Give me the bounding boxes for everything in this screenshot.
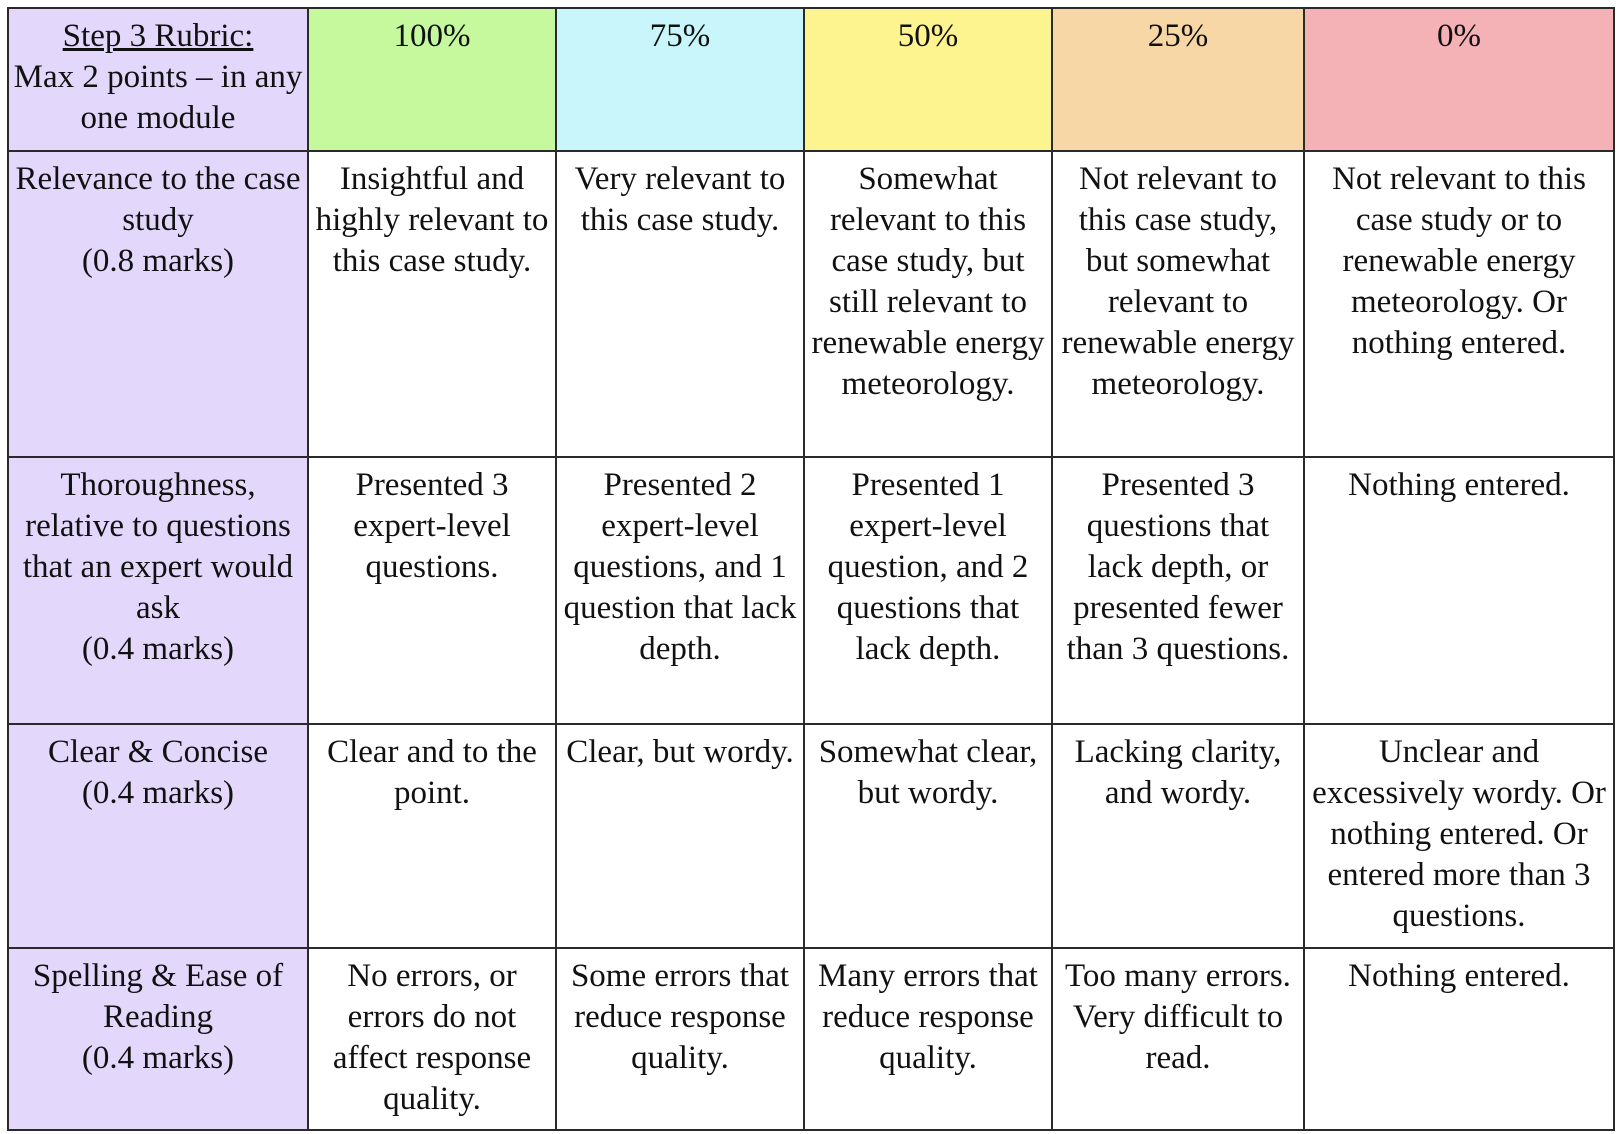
rubric-title-max-points: Max 2 points – in any one module [13,59,303,136]
criterion-marks: (0.4 marks) [81,1040,235,1076]
rubric-cell: Presented 3 questions that lack depth, o… [1051,456,1305,725]
criterion-marks: (0.8 marks) [81,243,235,279]
rubric-title-step: Step 3 Rubric: [62,18,254,54]
criterion-name: Relevance to the case study [15,161,301,238]
rubric-cell: Presented 3 expert-level questions. [307,456,557,725]
level-header-25: 25% [1051,7,1305,152]
rubric-cell: Insightful and highly relevant to this c… [307,150,557,458]
criterion-name: Thoroughness, relative to questions that… [22,467,294,626]
criterion-row-spelling: Spelling & Ease of Reading (0.4 marks) N… [7,947,1615,1131]
rubric-cell: Not relevant to this case study or to re… [1303,150,1615,458]
rubric-cell: Some errors that reduce response quality… [555,947,805,1131]
rubric-table: Step 3 Rubric: Max 2 points – in any one… [7,7,1615,1131]
rubric-cell: Somewhat relevant to this case study, bu… [803,150,1053,458]
criterion-clear-concise: Clear & Concise (0.4 marks) [7,723,309,949]
level-header-100: 100% [307,7,557,152]
level-header-0: 0% [1303,7,1615,152]
rubric-cell: Lacking clarity, and wordy. [1051,723,1305,949]
rubric-cell: Unclear and excessively wordy. Or nothin… [1303,723,1615,949]
rubric-cell: Somewhat clear, but wordy. [803,723,1053,949]
rubric-cell: Nothing entered. [1303,456,1615,725]
criterion-thoroughness: Thoroughness, relative to questions that… [7,456,309,725]
rubric-cell: Presented 2 expert-level questions, and … [555,456,805,725]
rubric-cell: Very relevant to this case study. [555,150,805,458]
criterion-row-thoroughness: Thoroughness, relative to questions that… [7,456,1615,725]
rubric-cell: Clear, but wordy. [555,723,805,949]
rubric-cell: Nothing entered. [1303,947,1615,1131]
rubric-title: Step 3 Rubric: Max 2 points – in any one… [7,7,309,152]
criterion-row-relevance: Relevance to the case study (0.8 marks) … [7,150,1615,458]
criterion-spelling: Spelling & Ease of Reading (0.4 marks) [7,947,309,1131]
criterion-marks: (0.4 marks) [81,631,235,667]
rubric-cell: Presented 1 expert-level question, and 2… [803,456,1053,725]
rubric-cell: Clear and to the point. [307,723,557,949]
header-row: Step 3 Rubric: Max 2 points – in any one… [7,7,1615,152]
level-header-50: 50% [803,7,1053,152]
rubric-cell: No errors, or errors do not affect respo… [307,947,557,1131]
rubric-cell: Many errors that reduce response quality… [803,947,1053,1131]
criterion-relevance: Relevance to the case study (0.8 marks) [7,150,309,458]
criterion-name: Clear & Concise [48,734,268,770]
criterion-marks: (0.4 marks) [81,775,235,811]
criterion-row-clear-concise: Clear & Concise (0.4 marks) Clear and to… [7,723,1615,949]
rubric-cell: Too many errors. Very difficult to read. [1051,947,1305,1131]
rubric-cell: Not relevant to this case study, but som… [1051,150,1305,458]
level-header-75: 75% [555,7,805,152]
criterion-name: Spelling & Ease of Reading [32,958,284,1035]
